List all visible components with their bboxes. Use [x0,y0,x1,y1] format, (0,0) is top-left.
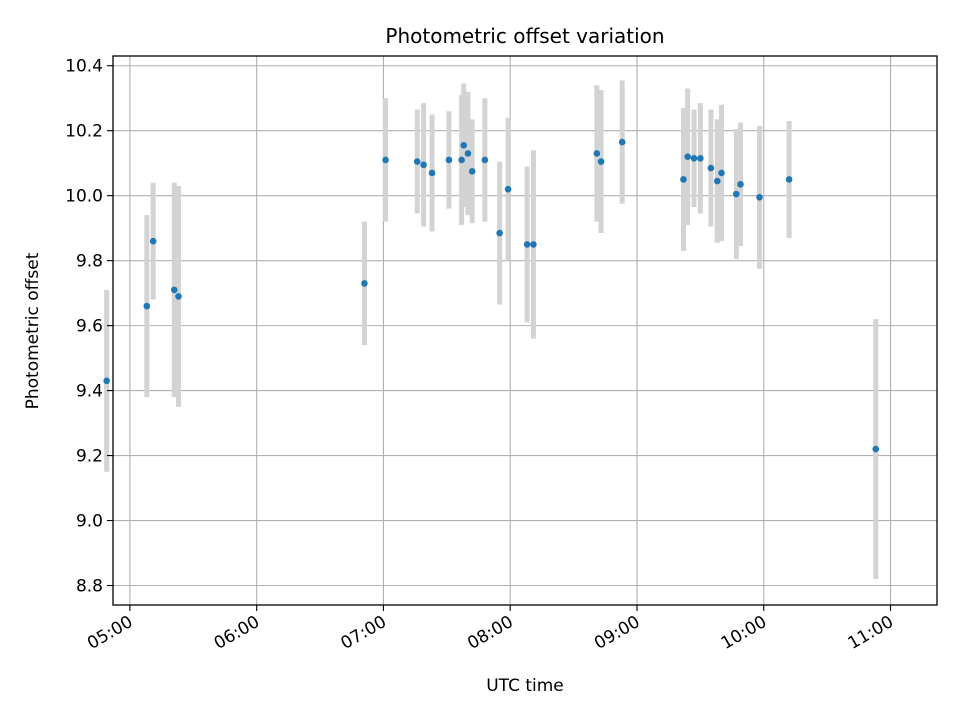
data-point [872,445,880,453]
data-point [420,161,427,169]
data-point [361,280,368,287]
y-tick-label: 10.0 [65,187,103,207]
data-point [170,286,178,294]
data-point [593,150,601,157]
chart-title: Photometric offset variation [385,24,664,48]
data-point [175,293,182,300]
data-point [707,164,715,172]
y-tick-label: 8.8 [76,577,103,597]
y-tick-label: 9.2 [76,447,103,467]
data-point [680,176,687,183]
data-point [458,156,465,164]
data-point [713,177,721,185]
data-point [464,150,472,157]
y-tick-label: 10.2 [65,122,103,142]
data-point [530,241,537,248]
data-point [684,153,691,161]
data-point [697,155,704,162]
data-point [413,158,421,165]
data-point [468,168,476,175]
data-point [618,138,626,146]
data-point [523,241,531,248]
x-axis-label: UTC time [486,676,564,696]
data-point [460,142,468,149]
data-point [103,377,110,385]
y-tick-label: 9.6 [76,317,103,337]
data-point [504,185,512,193]
y-tick-label: 9.0 [76,512,103,532]
data-point [597,158,605,165]
axes-frame [112,55,938,606]
data-point [718,169,725,177]
data-point [690,155,698,162]
data-point [445,156,453,164]
data-point [428,169,436,177]
data-point [785,176,793,183]
data-point [496,229,503,237]
y-tick-label: 9.4 [76,382,103,402]
y-tick-label: 10.4 [65,57,103,77]
y-tick-label: 9.8 [76,252,103,272]
data-point [756,194,763,201]
data-point [382,156,389,164]
data-point [143,302,151,310]
data-point [481,156,489,164]
data-point [149,237,157,245]
point-layer [103,138,880,453]
data-point [737,181,744,188]
y-axis-label: Photometric offset [23,252,43,409]
data-point [732,190,740,198]
